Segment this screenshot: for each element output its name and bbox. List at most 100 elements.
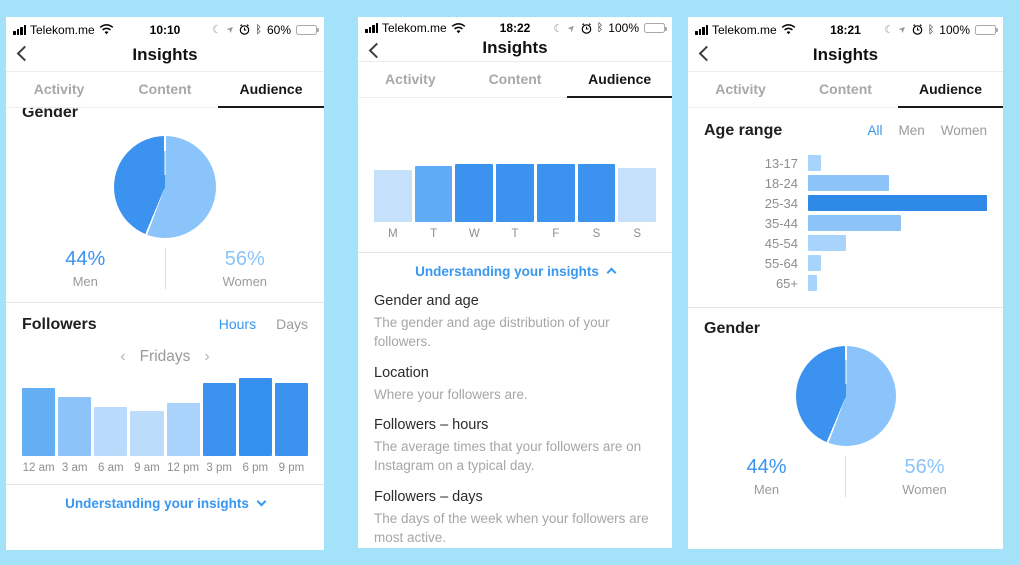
age-row: 65+ bbox=[704, 273, 987, 293]
bluetooth-icon: ᛒ bbox=[596, 22, 604, 34]
bar-M bbox=[374, 169, 412, 222]
gender-pie-chart bbox=[795, 346, 896, 446]
age-range-bar-chart: 13-17 18-24 25-34 35-44 45-54 55-64 65+ bbox=[704, 153, 987, 293]
tab-audience[interactable]: Audience bbox=[567, 62, 672, 99]
axis-label: T bbox=[511, 227, 519, 240]
info-title: Followers – hours bbox=[374, 417, 489, 434]
axis-label: 12 pm bbox=[167, 462, 200, 474]
axis-label: 6 am bbox=[98, 462, 124, 474]
prev-day-arrow[interactable]: ‹ bbox=[120, 348, 126, 365]
back-chevron-icon[interactable] bbox=[368, 42, 385, 59]
tab-audience[interactable]: Audience bbox=[218, 72, 324, 108]
axis-label: 3 pm bbox=[206, 462, 232, 474]
age-row: 55-64 bbox=[704, 253, 987, 273]
signal-icon bbox=[365, 23, 378, 33]
axis-label: W bbox=[468, 227, 480, 240]
dnd-moon-icon: ☾ bbox=[553, 22, 564, 35]
tab-audience[interactable]: Audience bbox=[898, 72, 1003, 108]
wifi-icon bbox=[781, 24, 796, 35]
alarm-icon bbox=[912, 24, 922, 35]
back-chevron-icon[interactable] bbox=[698, 45, 715, 62]
gender-pie-chart bbox=[114, 136, 216, 238]
women-percent: 56% bbox=[224, 248, 265, 270]
battery-icon bbox=[975, 24, 998, 35]
chevron-up-icon bbox=[606, 267, 617, 278]
dnd-moon-icon: ☾ bbox=[211, 24, 222, 36]
followers-hours-axis-labels: 12 am 3 am 6 am 9 am 12 pm 3 pm 6 pm 9 pm bbox=[22, 462, 308, 474]
women-label: Women bbox=[222, 274, 268, 289]
men-percent: 44% bbox=[746, 456, 787, 478]
age-row: 13-17 bbox=[704, 153, 987, 173]
status-bar: Telekom.me 10:10 ☾ ➤ ᛒ 60% bbox=[6, 17, 324, 38]
filter-women[interactable]: Women bbox=[940, 123, 987, 138]
men-percent: 44% bbox=[65, 248, 106, 270]
clock-label: 18:21 bbox=[830, 22, 861, 37]
bar-F bbox=[536, 164, 575, 222]
page-title: Insights bbox=[132, 44, 198, 64]
understanding-insights-link[interactable]: Understanding your insights bbox=[358, 253, 672, 291]
followers-heading: Followers bbox=[22, 316, 97, 333]
alarm-icon bbox=[581, 22, 591, 34]
age-label: 25-34 bbox=[764, 195, 798, 211]
selected-day-label: Fridays bbox=[139, 348, 191, 365]
next-day-arrow[interactable]: › bbox=[204, 348, 210, 365]
gender-legend: 44% Men 56% Women bbox=[6, 248, 324, 289]
tab-content[interactable]: Content bbox=[819, 81, 872, 97]
tab-activity[interactable]: Activity bbox=[385, 71, 436, 88]
info-title: Location bbox=[374, 364, 429, 381]
axis-label: 12 am bbox=[22, 462, 55, 474]
tab-bar: Activity Content Audience bbox=[6, 72, 324, 108]
age-row: 18-24 bbox=[704, 173, 987, 193]
age-label: 55-64 bbox=[764, 255, 798, 271]
signal-icon bbox=[13, 24, 26, 35]
info-title: Gender and age bbox=[374, 292, 479, 309]
filter-men[interactable]: Men bbox=[898, 123, 925, 138]
age-bar bbox=[808, 275, 817, 291]
link-divider bbox=[6, 484, 324, 485]
bar-3pm bbox=[202, 383, 236, 456]
axis-label: M bbox=[388, 227, 398, 240]
age-label: 65+ bbox=[775, 275, 798, 291]
tab-content[interactable]: Content bbox=[488, 71, 542, 88]
chevron-down-icon bbox=[256, 496, 267, 507]
battery-percent-label: 100% bbox=[939, 22, 970, 37]
status-bar: Telekom.me 18:22 ☾ ➤ ᛒ 100% bbox=[358, 17, 672, 35]
screenshot-middle: Telekom.me 18:22 ☾ ➤ ᛒ 100% Insights Act… bbox=[358, 17, 672, 548]
men-label: Men bbox=[753, 482, 780, 497]
info-section: Gender and age The gender and age distri… bbox=[374, 293, 656, 352]
bar-W bbox=[455, 164, 494, 222]
screenshot-left: Telekom.me 10:10 ☾ ➤ ᛒ 60% Insights Acti… bbox=[6, 17, 324, 550]
carrier-label: Telekom.me bbox=[712, 22, 777, 37]
bar-12am bbox=[22, 388, 56, 456]
age-label: 35-44 bbox=[764, 215, 798, 231]
age-bar bbox=[808, 175, 889, 191]
age-bar bbox=[808, 235, 846, 251]
link-divider bbox=[358, 251, 672, 253]
bar-S bbox=[577, 164, 616, 222]
page-title: Insights bbox=[482, 38, 548, 58]
tab-activity[interactable]: Activity bbox=[715, 81, 766, 97]
nav-bar: Insights bbox=[358, 35, 672, 63]
section-divider bbox=[6, 302, 324, 303]
age-row: 45-54 bbox=[704, 233, 987, 253]
signal-icon bbox=[695, 24, 708, 35]
carrier-label: Telekom.me bbox=[382, 21, 447, 35]
understanding-insights-link[interactable]: Understanding your insights bbox=[6, 485, 324, 523]
back-chevron-icon[interactable] bbox=[16, 45, 33, 62]
toggle-hours[interactable]: Hours bbox=[218, 316, 257, 332]
toggle-days[interactable]: Days bbox=[276, 316, 308, 332]
gender-section-heading-clipped: Gender bbox=[22, 108, 79, 121]
clock-label: 10:10 bbox=[149, 22, 181, 37]
axis-label: 3 am bbox=[61, 462, 88, 474]
bar-9am bbox=[130, 410, 164, 456]
page-title: Insights bbox=[812, 44, 879, 64]
tab-activity[interactable]: Activity bbox=[33, 81, 85, 97]
info-title: Followers – days bbox=[374, 489, 483, 506]
tab-content[interactable]: Content bbox=[138, 81, 192, 97]
women-label: Women bbox=[902, 482, 947, 497]
info-body: The gender and age distribution of your … bbox=[374, 314, 610, 349]
filter-all[interactable]: All bbox=[867, 123, 883, 138]
carrier-label: Telekom.me bbox=[30, 22, 95, 37]
nav-bar: Insights bbox=[688, 38, 1003, 72]
